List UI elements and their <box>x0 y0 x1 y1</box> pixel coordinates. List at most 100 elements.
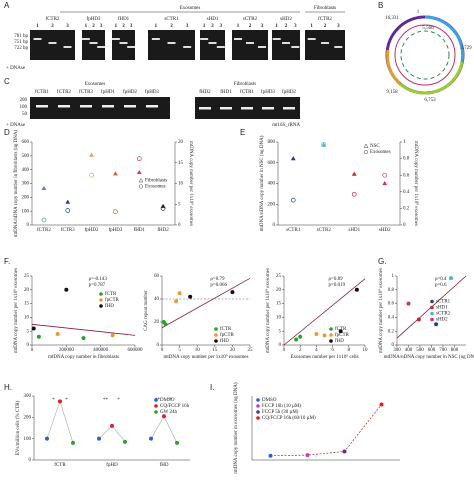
x-tick-label: 600000 <box>128 348 144 353</box>
y-tick-label: 25 <box>276 274 282 279</box>
data-point <box>354 287 359 292</box>
data-point <box>160 206 166 211</box>
lane-label: fHD1 <box>118 17 130 22</box>
legend-label: DMSO <box>262 398 277 403</box>
data-point <box>162 414 166 419</box>
gel-band <box>80 105 92 108</box>
legend-marker <box>99 304 103 308</box>
data-point <box>31 326 36 331</box>
group-header: Exosomes <box>85 82 106 87</box>
lane-number: 1 <box>237 24 240 29</box>
trend-line <box>270 404 382 457</box>
gel-band <box>124 105 136 108</box>
data-point <box>188 294 193 299</box>
significance: * <box>117 398 120 403</box>
lane-label: fpHD3 <box>145 90 159 95</box>
x-tick-label: 300 <box>393 348 401 353</box>
panel-letter: F. <box>4 257 10 266</box>
gel-band <box>199 107 211 110</box>
y-tick-label: 0 <box>27 223 30 228</box>
connector <box>98 425 126 443</box>
lane-number: 2 <box>324 24 327 29</box>
legend-marker <box>256 404 260 408</box>
lane-number: 3 <box>294 24 297 29</box>
gel <box>200 30 225 60</box>
legend-label: fpCTR <box>105 298 120 303</box>
legend-marker <box>329 339 333 343</box>
data-point <box>110 423 114 428</box>
x-tick-label: 0 <box>31 348 34 353</box>
lane-label: sCTR2 <box>243 17 258 22</box>
data-point <box>298 334 303 339</box>
x-axis-label: mtDNA/nDNA copy number in NSC (ng DNA) <box>384 355 474 360</box>
gene-label: mt16S_rRNA <box>272 123 300 128</box>
y-tick-label: 25 <box>24 274 30 279</box>
x-axis-label: mtDNA copy number per 1x10⁹ exosomes <box>164 354 249 360</box>
lane-number: 1 <box>115 24 118 29</box>
legend-marker <box>138 177 144 183</box>
y-tick-label: 200 <box>268 202 276 207</box>
gel-band <box>167 42 176 44</box>
gel-band <box>262 107 274 110</box>
y-tick-label: 500 <box>22 154 30 159</box>
gel-band <box>291 46 300 48</box>
x-tick-label: 200000 <box>59 348 75 353</box>
y-tick-label: 0 <box>29 458 32 463</box>
data-point <box>97 436 101 441</box>
lane-label: sHD2 <box>280 17 292 22</box>
x-tick-label: 15 <box>212 348 218 353</box>
y2-tick-label: 20 <box>178 140 184 145</box>
legend-label: Exosomes <box>145 185 166 190</box>
y-tick-label: 20 <box>154 320 160 325</box>
data-point <box>36 334 41 339</box>
lane-number: 3 <box>337 24 340 29</box>
legend-marker <box>329 327 333 331</box>
data-point <box>434 322 439 327</box>
gel <box>30 97 170 119</box>
data-point <box>321 142 327 147</box>
legend-marker <box>430 317 434 322</box>
legend-marker <box>363 143 369 148</box>
data-point <box>416 317 421 322</box>
y2-tick-label: 0 <box>178 223 181 228</box>
gel-band <box>282 42 290 44</box>
lane-number: 2 <box>122 24 125 29</box>
y-tick-label: 0 <box>27 343 30 348</box>
significance: * <box>169 398 172 403</box>
y-tick-label: 100 <box>24 437 32 442</box>
lane-label: fCTR1 <box>240 90 254 95</box>
y-tick-label: 400 <box>22 168 30 173</box>
gel-band <box>146 105 158 108</box>
connector <box>150 415 178 444</box>
lane-label: fCTR1 <box>35 90 49 95</box>
lane-number: 2 <box>285 24 288 29</box>
data-point <box>175 440 179 445</box>
panel-letter: I. <box>210 383 214 392</box>
x-tick-label: 500 <box>416 348 424 353</box>
data-point <box>89 152 94 157</box>
gel-band <box>246 42 254 44</box>
x-tick-label: fCTR3 <box>61 228 75 233</box>
y-tick-label: 600 <box>22 140 30 145</box>
data-point <box>65 208 71 213</box>
gel-band <box>97 46 106 48</box>
legend-label: fHD <box>105 304 114 309</box>
legend-marker <box>214 333 218 337</box>
data-point <box>321 142 327 147</box>
legend-label: Fibroblasts <box>145 179 167 184</box>
gel-band <box>81 38 90 40</box>
lane-number: 3 <box>66 24 69 29</box>
data-point <box>174 299 179 304</box>
data-point <box>449 276 454 281</box>
legend-label: CQ/FCCP 16h <box>160 404 190 409</box>
annotation: ρ=0.79 <box>210 277 225 282</box>
legend-label: NSC <box>370 144 380 149</box>
gel-band <box>334 46 343 48</box>
gel-band <box>272 38 281 40</box>
gel-band <box>36 105 48 108</box>
gel-band <box>111 38 120 40</box>
legend-marker <box>99 298 103 302</box>
lane-number: 1 <box>275 24 278 29</box>
lane-label: fHD1 <box>220 90 232 95</box>
legend-label: fHD <box>220 339 229 344</box>
